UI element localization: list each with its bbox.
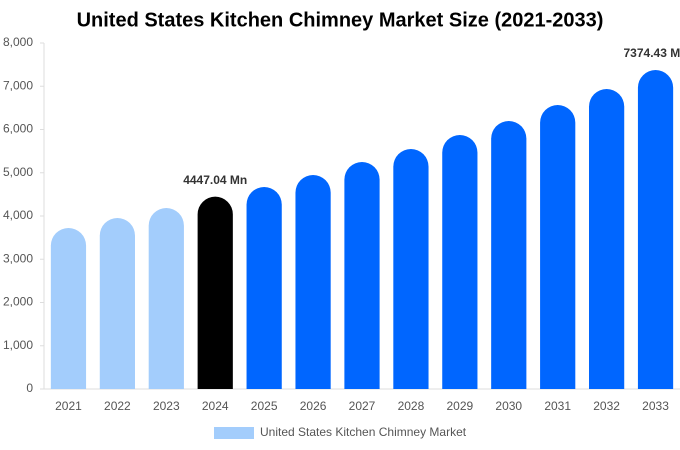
- bar: [637, 70, 674, 389]
- bar: [50, 227, 87, 389]
- y-tick-label: 3,000: [3, 251, 33, 265]
- x-tick-label: 2031: [544, 399, 571, 413]
- y-tick-label: 1,000: [3, 338, 33, 352]
- bar: [99, 217, 135, 389]
- bar: [148, 207, 184, 389]
- x-tick-label: 2032: [593, 399, 620, 413]
- bar: [589, 89, 625, 389]
- x-tick-label: 2027: [349, 399, 376, 413]
- x-tick-label: 2023: [153, 399, 180, 413]
- bar: [295, 174, 331, 389]
- legend-label: United States Kitchen Chimney Market: [260, 425, 467, 439]
- y-tick-label: 5,000: [3, 165, 33, 179]
- y-tick-label: 7,000: [3, 78, 33, 92]
- bar: [393, 149, 429, 389]
- x-tick-label: 2025: [251, 399, 278, 413]
- data-label: 4447.04 Mn: [183, 173, 247, 187]
- y-tick-label: 0: [26, 381, 33, 395]
- x-tick-label: 2024: [202, 399, 229, 413]
- x-tick-label: 2021: [55, 399, 82, 413]
- x-tick-label: 2030: [495, 399, 522, 413]
- x-tick-label: 2026: [300, 399, 327, 413]
- bar: [540, 105, 576, 389]
- y-tick-label: 8,000: [3, 35, 33, 49]
- bar: [491, 121, 527, 389]
- y-tick-label: 2,000: [3, 295, 33, 309]
- bar: [344, 161, 380, 389]
- y-tick-label: 6,000: [3, 122, 33, 136]
- bar: [246, 186, 282, 389]
- x-tick-label: 2022: [104, 399, 131, 413]
- x-tick-label: 2029: [446, 399, 473, 413]
- data-label: 7374.43 Mn: [624, 46, 680, 60]
- chart-title: United States Kitchen Chimney Market Siz…: [77, 9, 604, 31]
- bar: [442, 134, 478, 389]
- x-tick-label: 2028: [398, 399, 425, 413]
- legend-swatch: [214, 427, 254, 439]
- y-tick-label: 4,000: [3, 208, 33, 222]
- x-tick-label: 2033: [642, 399, 669, 413]
- bar: [197, 196, 233, 389]
